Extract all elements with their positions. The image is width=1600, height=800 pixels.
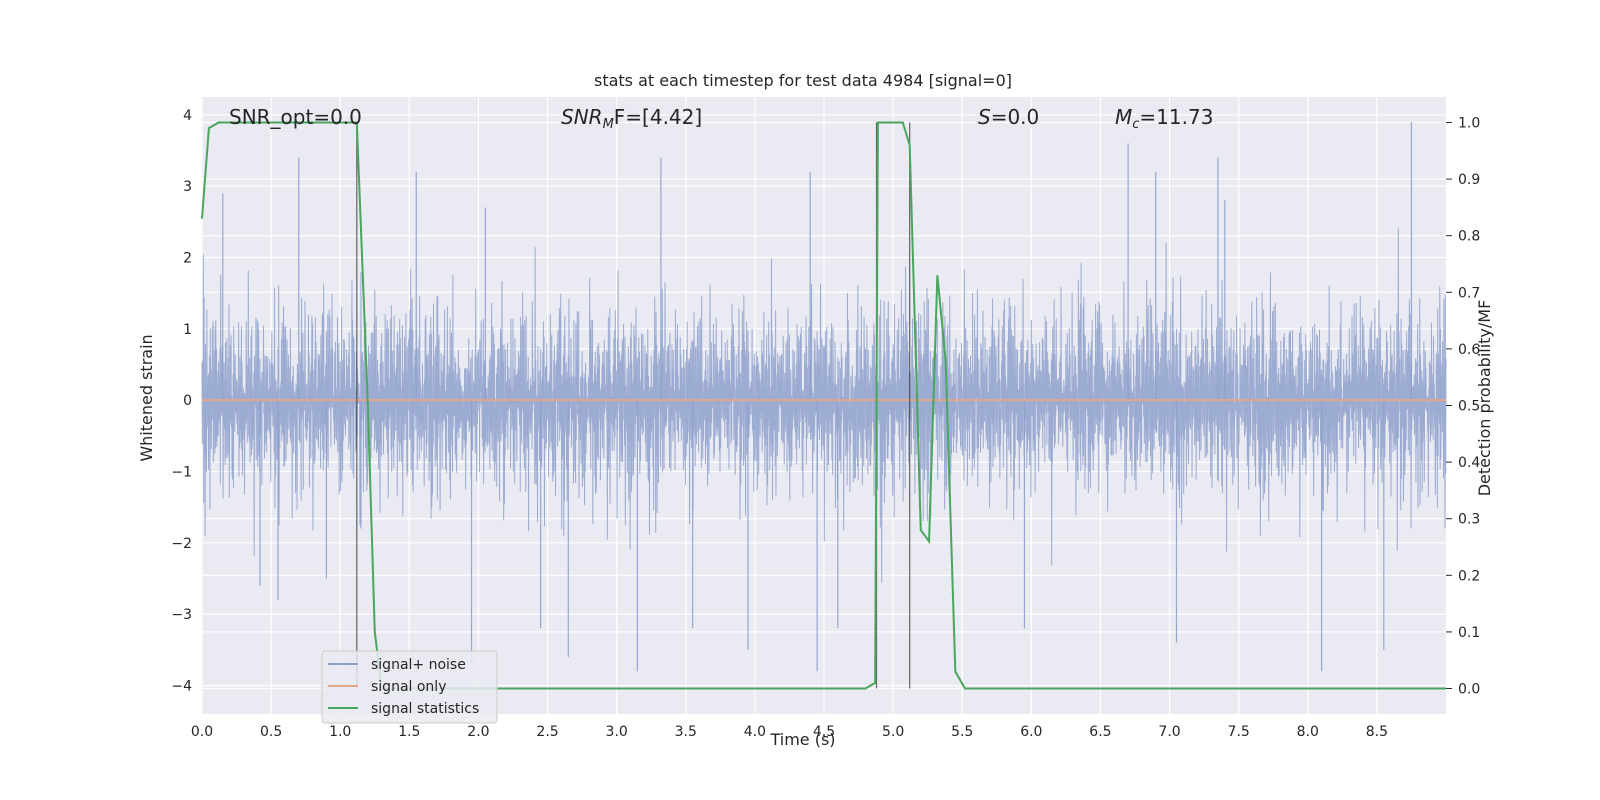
x-tick-label: 4.5	[813, 724, 835, 740]
y-tick-label: 2	[183, 250, 192, 266]
annotation-snr-mf: SNRMF=[4.42]	[561, 105, 702, 132]
signal-statistics-line	[201, 121, 1446, 690]
x-axis: 0.0 0.5 1.0 1.5 2.0 2.5 3.0 3.5 4.0 4.5 5.0 5.5 6.0 6…	[191, 724, 1388, 740]
y-right-tick-label: 0.8	[1458, 229, 1480, 245]
y-right-tick-label: 0.1	[1458, 625, 1480, 641]
legend: signal+ noise signal only signal statist…	[321, 650, 498, 724]
y-right-tick-label: 0.9	[1458, 172, 1480, 188]
y-right-tick-label: 0.6	[1458, 342, 1480, 358]
y-right-tick-label: 0.4	[1458, 455, 1480, 471]
annotation-mc: Mc=11.73	[1115, 105, 1213, 132]
x-tick-label: 5.0	[882, 724, 904, 740]
x-tick-label: 0.0	[191, 724, 213, 740]
x-tick-label: 2.0	[467, 724, 489, 740]
signal-noise-series	[201, 121, 1447, 672]
x-tick-label: 5.5	[951, 724, 973, 740]
y-tick-label: 0	[183, 393, 192, 409]
y-tick-label: −3	[171, 607, 192, 623]
y-right-tick-label: 1.0	[1458, 115, 1480, 131]
legend-box	[321, 650, 498, 724]
x-tick-label: 1.5	[398, 724, 420, 740]
y-tick-label: 1	[183, 322, 192, 338]
annotation-snr-opt: SNR_opt=0.0	[229, 105, 362, 129]
x-tick-label: 3.5	[675, 724, 697, 740]
annotation-s: S=0.0	[978, 105, 1039, 129]
y-right-tick-label: 0.0	[1458, 682, 1480, 698]
x-tick-label: 6.0	[1020, 724, 1042, 740]
x-tick-label: 2.5	[536, 724, 558, 740]
y-tick-label: −2	[171, 536, 192, 552]
legend-label-statistics: signal statistics	[371, 701, 479, 717]
x-tick-label: 6.5	[1089, 724, 1111, 740]
chart-title: stats at each timestep for test data 498…	[594, 71, 1012, 90]
legend-label-signal-only: signal only	[371, 679, 446, 695]
y-axis-label: Whitened strain	[137, 334, 156, 461]
x-tick-label: 0.5	[260, 724, 282, 740]
signal-statistics-series	[201, 121, 1446, 690]
y-right-tick-label: 0.7	[1458, 285, 1480, 301]
y-tick-label: −1	[171, 464, 192, 480]
y-tick-label: 4	[183, 108, 192, 124]
x-tick-label: 7.0	[1158, 724, 1180, 740]
x-tick-label: 1.0	[329, 724, 351, 740]
y-axis-label-right: Detection probability/MF	[1475, 300, 1494, 497]
x-tick-label: 7.5	[1228, 724, 1250, 740]
x-tick-label: 3.0	[606, 724, 628, 740]
y-tick-label: −4	[171, 678, 192, 694]
y-right-tick-label: 0.3	[1458, 512, 1480, 528]
y-axis-left: 4 3 2 1 0 −1 −2 −3 −4	[171, 108, 192, 695]
y-tick-label: 3	[183, 179, 192, 195]
legend-label-noise: signal+ noise	[371, 657, 466, 673]
x-tick-label: 4.0	[744, 724, 766, 740]
x-axis-label: Time (s)	[769, 730, 835, 749]
x-tick-label: 8.5	[1366, 724, 1388, 740]
y-axis-right: 1.0 0.9 0.8 0.7 0.6 0.5 0.4 0.3 0.2 0.1 0.0	[1446, 115, 1480, 698]
y-right-tick-label: 0.5	[1458, 399, 1480, 415]
x-tick-label: 8.0	[1297, 724, 1319, 740]
y-right-tick-label: 0.2	[1458, 568, 1480, 584]
